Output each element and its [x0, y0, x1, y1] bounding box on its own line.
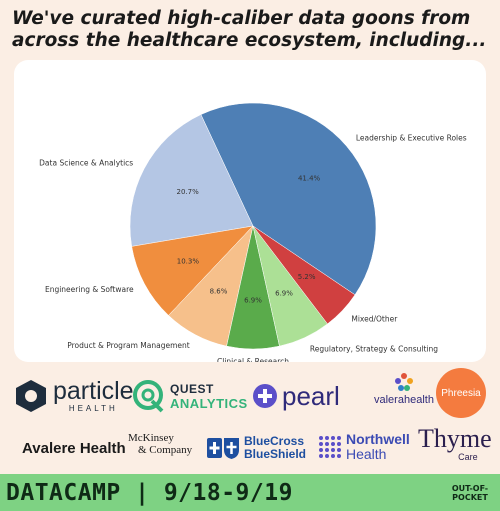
- pie-category-label-3: Product & Program Management: [67, 341, 190, 350]
- mckinsey-line2: & Company: [138, 444, 193, 456]
- chart-card: 41.4% Leadership & Executive Roles 20.7% Da…: [14, 60, 486, 362]
- pie-pct-label-0: 41.4%: [298, 175, 321, 183]
- mckinsey-line1: McKinsey: [128, 432, 174, 444]
- particle-sub: HEALTH: [68, 404, 118, 413]
- northwell-icon: [319, 436, 341, 458]
- event-title: DATACAMP | 9/18-9/19: [6, 479, 293, 506]
- pie-pct-label-3: 8.6%: [210, 288, 228, 296]
- valera-health-logo: valerahealth: [374, 372, 434, 416]
- valera-name: valerahealth: [374, 394, 434, 406]
- particle-icon: [16, 380, 46, 412]
- phreesia-name: Phreesia: [441, 387, 481, 399]
- pie-slice-0: [200, 102, 377, 296]
- bluecross-line2: BlueShield: [244, 447, 307, 461]
- pie-pct-label-4: 6.9%: [244, 296, 262, 304]
- pie-category-label-0: Leadership & Executive Roles: [356, 134, 467, 143]
- quest-line1: QUEST: [170, 381, 214, 396]
- pearl-name: pearl: [282, 380, 340, 411]
- pie-category-label-2: Engineering & Software: [45, 285, 134, 294]
- pie-pct-label-2: 10.3%: [177, 257, 200, 265]
- pie-chart: 41.4% Leadership & Executive Roles 20.7% Da…: [39, 102, 467, 362]
- footer-banner: DATACAMP | 9/18-9/19 OUT-OF- POCKET: [0, 474, 500, 511]
- pie-category-label-5: Regulatory, Strategy & Consulting: [310, 344, 438, 353]
- quest-analytics-logo: QUEST ANALYTICS: [132, 376, 248, 416]
- pie-category-label-1: Data Science & Analytics: [39, 159, 133, 168]
- pie-slice-6: [252, 225, 356, 325]
- pie-pct-label-6: 5.2%: [298, 273, 316, 281]
- pie-category-label-4: Clinical & Research: [217, 357, 289, 362]
- thyme-name: Thyme: [418, 424, 492, 453]
- pie-slice-2: [131, 225, 254, 316]
- northwell-line1: Northwell: [346, 431, 410, 447]
- avalere-health-logo: Avalere Health: [22, 434, 126, 462]
- brand-line2: POCKET: [452, 493, 488, 502]
- thyme-care-logo: Thyme Care: [418, 426, 492, 466]
- pie-pct-label-1: 20.7%: [177, 188, 200, 196]
- mckinsey-logo: McKinsey & Company: [128, 432, 192, 464]
- bluecross-icon: [207, 438, 239, 459]
- particle-name: particle: [53, 377, 134, 405]
- avalere-name: Avalere Health: [22, 439, 126, 457]
- northwell-health-logo: Northwell Health: [318, 430, 410, 464]
- pie-category-label-6: Mixed/Other: [351, 314, 398, 323]
- quest-icon: [133, 380, 164, 413]
- thyme-sub: Care: [458, 452, 478, 462]
- bluecross-line1: BlueCross: [244, 434, 305, 448]
- northwell-line2: Health: [346, 446, 387, 462]
- particle-health-logo: particle HEALTH: [14, 376, 134, 416]
- bluecross-blueshield-logo: BlueCross BlueShield: [206, 432, 306, 464]
- out-of-pocket-logo: OUT-OF- POCKET: [448, 478, 492, 508]
- pie-slice-1: [129, 114, 254, 247]
- quest-line2: ANALYTICS: [170, 395, 248, 411]
- pearl-icon: [253, 384, 277, 408]
- valera-icon: [394, 373, 413, 391]
- pearl-logo: pearl: [252, 376, 340, 416]
- logo-grid: particle HEALTH QUEST ANALYTICS pearl: [0, 368, 500, 472]
- headline: We've curated high-caliber data goons fr…: [12, 8, 487, 51]
- phreesia-logo: Phreesia: [436, 368, 486, 418]
- brand-line1: OUT-OF-: [451, 484, 489, 493]
- pie-pct-label-5: 6.9%: [275, 289, 293, 297]
